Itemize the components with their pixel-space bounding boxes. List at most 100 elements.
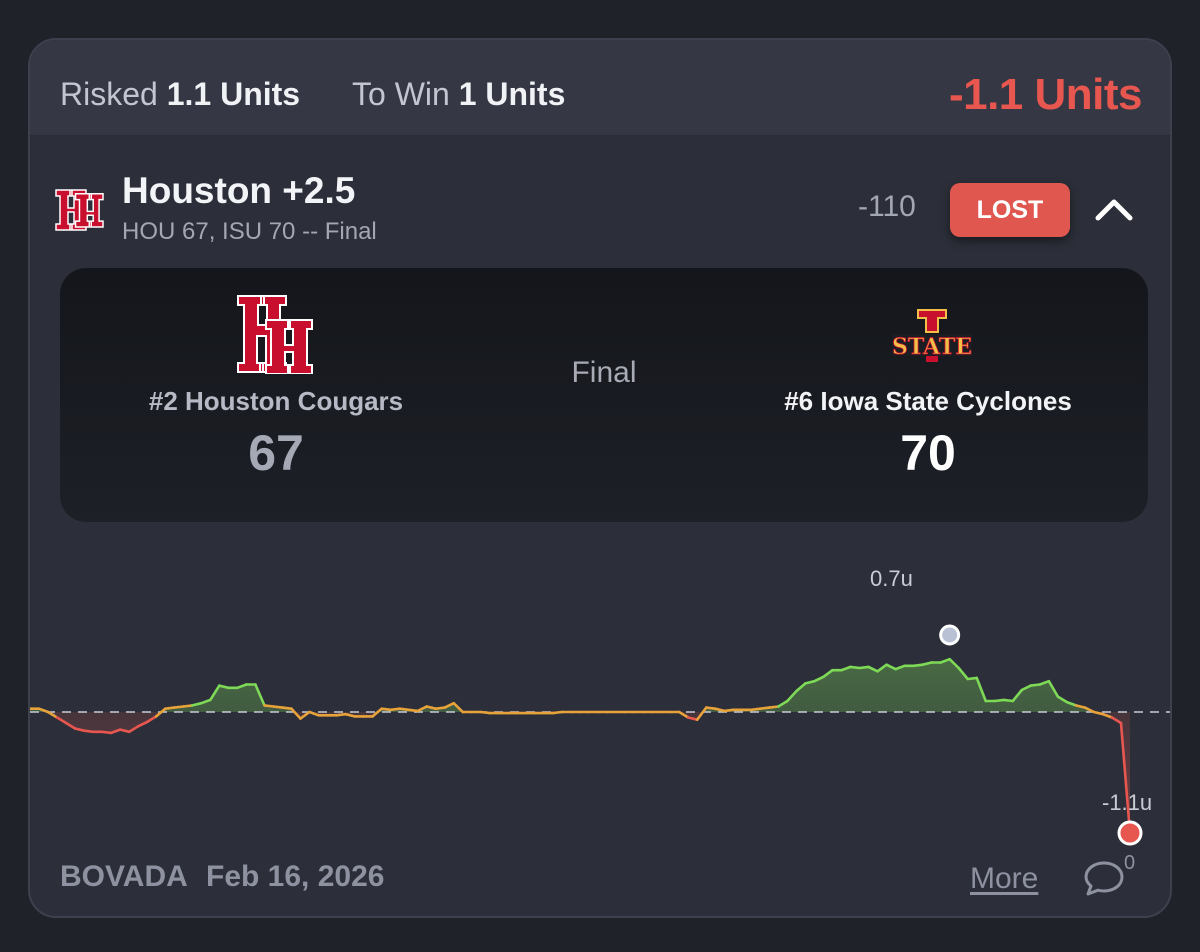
value-line-segment xyxy=(200,698,212,705)
value-line-segment xyxy=(867,665,879,673)
value-line-segment xyxy=(993,698,1006,703)
value-line-segment xyxy=(1020,684,1033,692)
value-line-segment xyxy=(254,683,266,707)
value-line-segment xyxy=(479,710,492,715)
value-line-segment xyxy=(849,665,861,670)
value-line-segment xyxy=(209,684,221,702)
value-line-segment xyxy=(1011,688,1024,703)
value-line-segment xyxy=(957,666,970,681)
value-line-segment xyxy=(894,664,906,671)
risked-label: Risked xyxy=(60,76,158,112)
value-line-segment xyxy=(46,710,59,719)
value-line-segment xyxy=(109,728,122,735)
value-line-segment xyxy=(885,663,897,671)
chevron-up-icon[interactable] xyxy=(1092,192,1136,228)
final-value-label: -1.1u xyxy=(1102,790,1153,815)
bet-summary-bar: Risked 1.1 Units To Win 1 Units -1.1 Uni… xyxy=(30,40,1170,136)
value-line-segment xyxy=(118,728,131,734)
value-line-segment xyxy=(1083,706,1096,714)
value-line-segment xyxy=(281,706,293,710)
value-line-segment xyxy=(822,668,834,679)
value-line-segment xyxy=(1101,712,1114,719)
bet-subtitle: HOU 67, ISU 70 -- Final xyxy=(122,218,377,245)
value-line-segment xyxy=(759,706,771,710)
value-line-segment xyxy=(190,701,203,707)
value-line-segment xyxy=(425,705,438,710)
value-line-segment xyxy=(335,712,347,717)
away-team-name: #6 Iowa State Cyclones xyxy=(784,386,1072,416)
value-line-segment xyxy=(921,661,933,666)
value-line-segment xyxy=(795,682,807,693)
value-line-segment xyxy=(1119,721,1132,835)
value-line-segment xyxy=(344,712,356,718)
value-line-segment xyxy=(750,707,762,712)
value-line-segment xyxy=(272,705,284,709)
value-line-segment xyxy=(308,710,320,717)
value-line-segment xyxy=(299,710,311,720)
value-line-segment xyxy=(713,707,726,713)
more-link[interactable]: More xyxy=(970,862,1039,895)
risked-summary: Risked 1.1 Units xyxy=(60,76,300,113)
value-line-segment xyxy=(398,707,410,712)
to-win-label: To Win xyxy=(352,76,450,112)
value-line-segment xyxy=(686,716,699,721)
value-line-segment xyxy=(1110,716,1123,725)
value-line-segment xyxy=(1065,700,1078,707)
value-line-segment xyxy=(858,665,870,670)
to-win-value: 1 Units xyxy=(458,76,566,112)
value-line-segment xyxy=(939,657,951,664)
risked-value: 1.1 Units xyxy=(166,76,301,112)
value-line-segment xyxy=(136,720,149,728)
game-status: Final xyxy=(571,356,637,389)
value-line-segment xyxy=(768,705,780,709)
peak-value-label: 0.7u xyxy=(870,566,913,591)
final-point xyxy=(1117,820,1143,846)
value-line-segment xyxy=(172,705,185,709)
profit-area xyxy=(30,659,1130,712)
value-line-segment xyxy=(64,721,77,730)
value-line-segment xyxy=(786,689,798,703)
value-line-segment xyxy=(804,679,816,685)
value-line-segment xyxy=(55,716,68,725)
value-line-segment xyxy=(127,725,140,734)
value-line-segment xyxy=(82,729,95,734)
value-line-segment xyxy=(777,699,789,708)
value-line-segment xyxy=(73,727,86,732)
value-line-segment xyxy=(1047,679,1060,698)
sportsbook-name: BOVADA xyxy=(60,860,188,893)
value-line-segment xyxy=(722,708,735,713)
value-line-segment xyxy=(434,706,447,710)
value-line-segment xyxy=(1056,695,1069,704)
peak-point xyxy=(939,624,961,646)
home-team-score: 67 xyxy=(248,425,304,481)
value-line-segment xyxy=(181,704,194,708)
iowa-state-logo-text: STATE xyxy=(892,334,972,360)
comment-count: 0 xyxy=(1124,852,1136,874)
bet-value-chart xyxy=(30,624,1170,846)
value-line-segment xyxy=(695,706,708,721)
houston-logo-icon xyxy=(55,189,104,231)
value-line-segment xyxy=(154,707,167,718)
value-line xyxy=(30,657,1132,835)
bet-card: Risked 1.1 Units To Win 1 Units -1.1 Uni… xyxy=(28,38,1172,918)
comment-icon[interactable] xyxy=(1082,858,1126,898)
value-line-segment xyxy=(290,707,302,720)
value-line-segment xyxy=(218,684,230,690)
value-line-segment xyxy=(704,706,717,710)
value-line-segment xyxy=(1002,698,1015,703)
value-line-segment xyxy=(1092,710,1105,716)
value-line-segment xyxy=(1038,679,1051,686)
value-line-segment xyxy=(948,657,960,670)
value-line-segment xyxy=(371,707,383,718)
value-line-segment xyxy=(145,715,158,724)
value-line-segment xyxy=(389,707,401,712)
value-line-segment xyxy=(100,730,113,735)
houston-cougars-logo-icon xyxy=(237,295,313,374)
value-line-segment xyxy=(380,707,392,712)
value-line-segment xyxy=(163,706,176,710)
value-line-segment xyxy=(677,710,690,719)
value-line-segment xyxy=(263,704,275,708)
iowa-state-logo-icon: STATE xyxy=(892,309,972,362)
net-result: -1.1 Units xyxy=(948,70,1143,119)
value-line-segment xyxy=(236,683,248,690)
